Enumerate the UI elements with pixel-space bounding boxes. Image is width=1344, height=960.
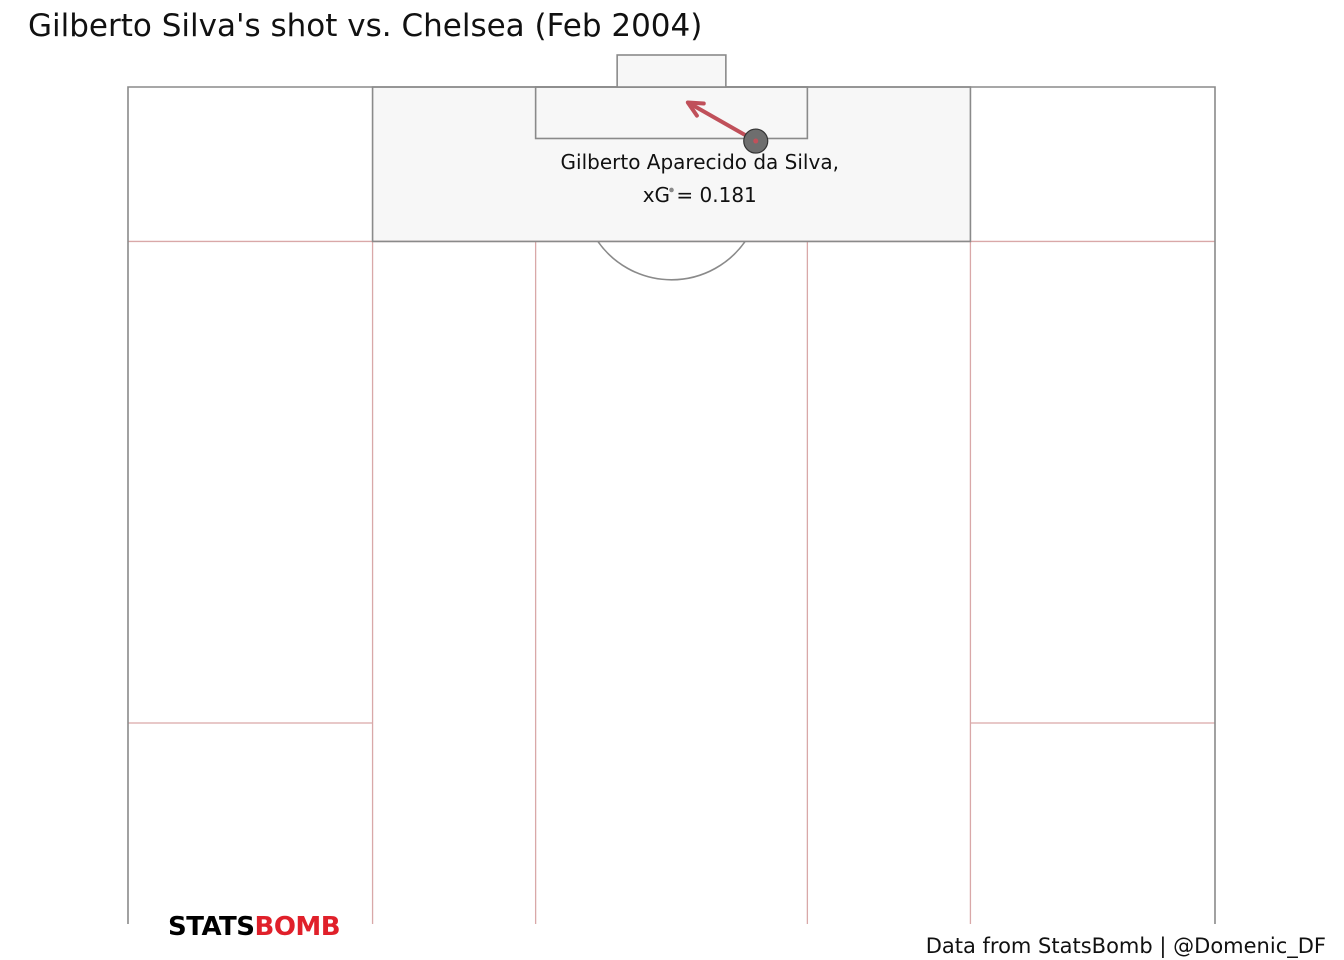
credit-source: Data from StatsBomb [925, 934, 1153, 958]
shot-layer: Gilberto Aparecido da Silva, xG = 0.181 [561, 100, 839, 207]
shot-marker-centre [753, 138, 759, 144]
credit-separator: | [1159, 934, 1167, 958]
pitch: Gilberto Aparecido da Silva, xG = 0.181 [127, 54, 1216, 924]
logo-part-bomb: BOMB [254, 912, 341, 942]
shot-arrow-head [685, 100, 706, 118]
chart-title: Gilberto Silva's shot vs. Chelsea (Feb 2… [28, 8, 703, 44]
shot-label-player: Gilberto Aparecido da Silva, [561, 150, 839, 174]
shot-label-xg: xG = 0.181 [643, 183, 757, 207]
data-credit: Data from StatsBomb | @Domenic_DF [926, 934, 1326, 958]
logo-part-stats: STATS [168, 912, 255, 942]
pitch-zone-lines [128, 87, 1215, 924]
goal [616, 54, 727, 88]
pitch-lines [127, 54, 1216, 924]
penalty-box-fill [372, 87, 971, 242]
penalty-spot [669, 187, 674, 193]
credit-handle: @Domenic_DF [1173, 934, 1326, 958]
statsbomb-logo: STATSBOMB [168, 912, 341, 942]
penalty-arc [597, 240, 746, 281]
